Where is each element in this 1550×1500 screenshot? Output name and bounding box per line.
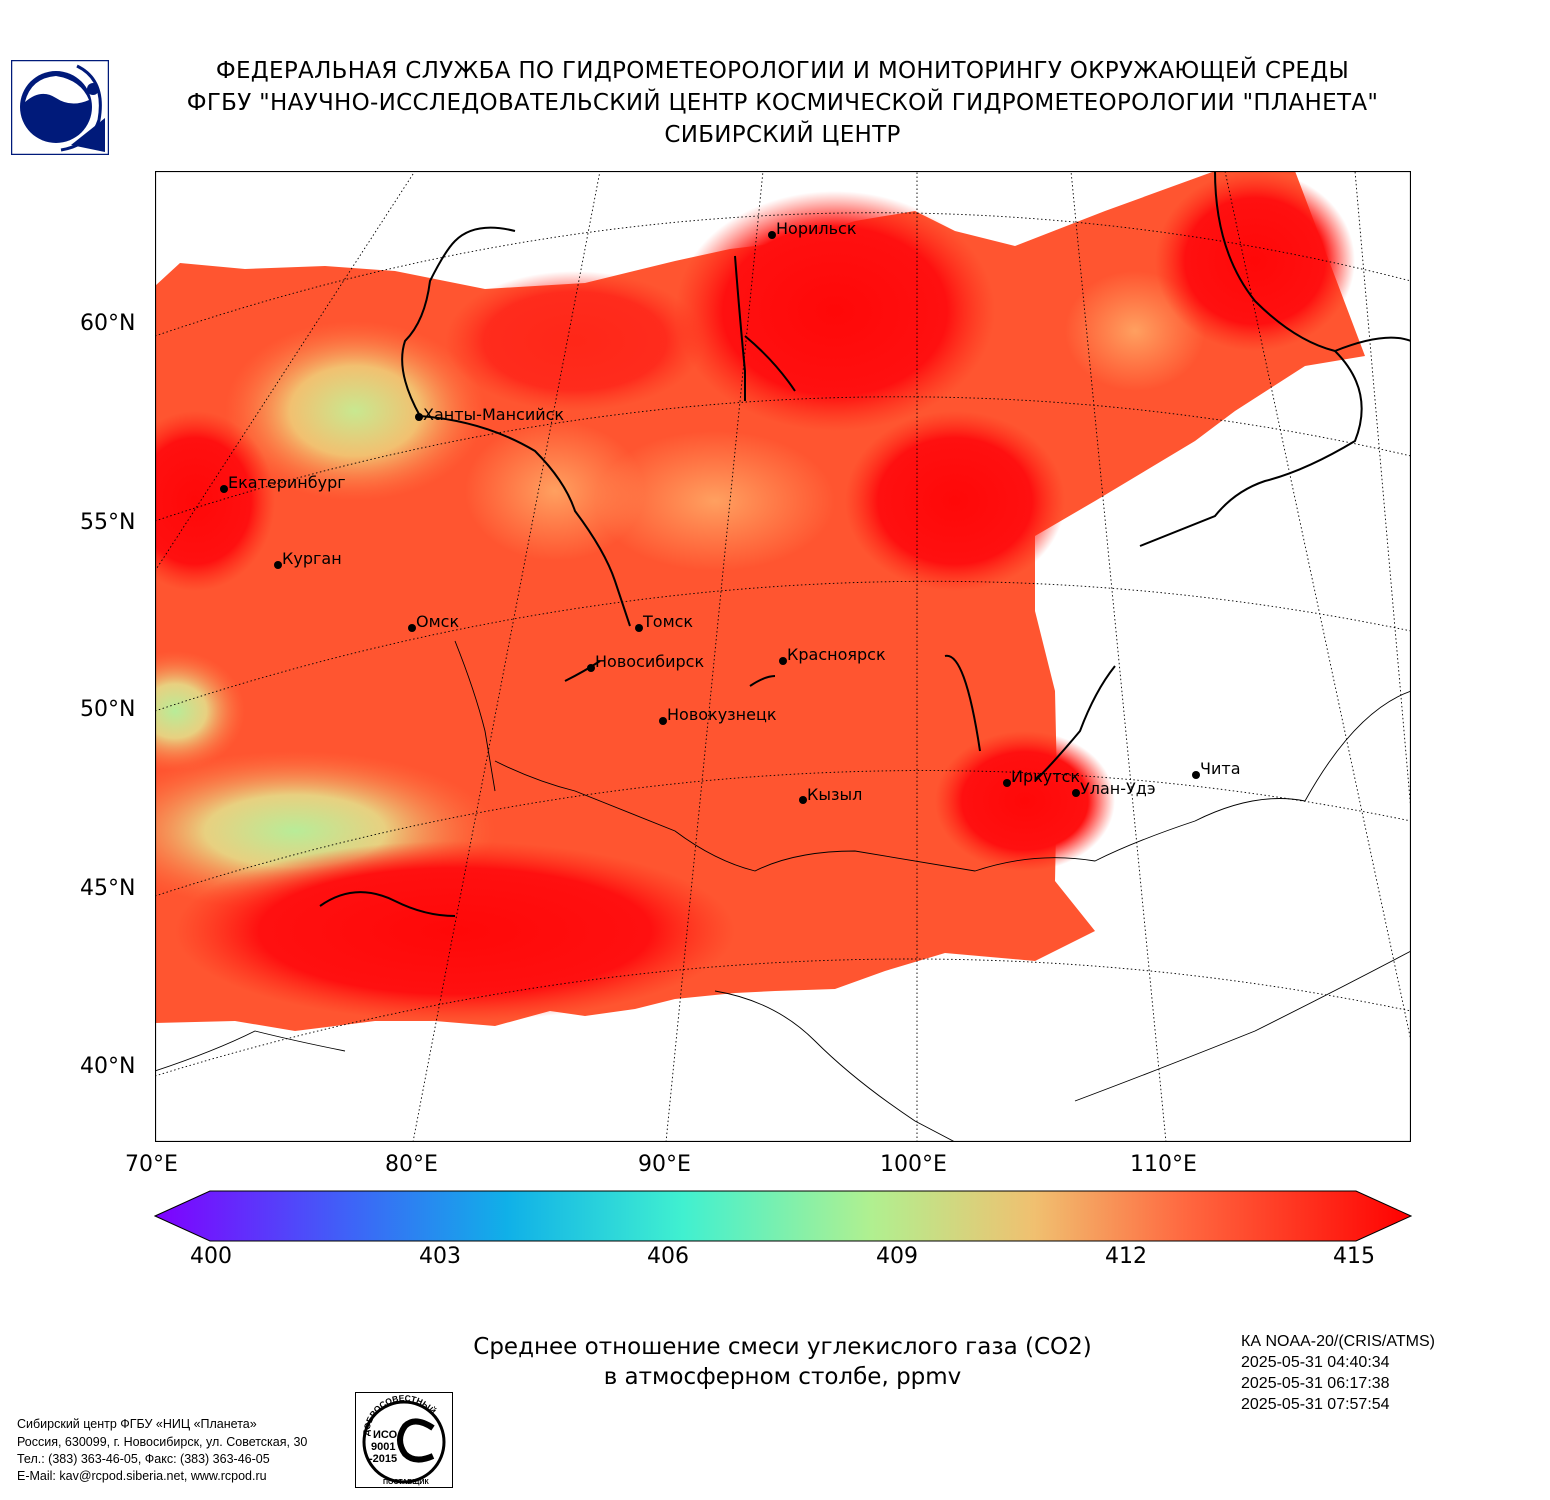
lat-label-60: 60°N: [80, 311, 136, 336]
iso-certification-badge: ДОБРОСОВЕСТНЫЙ ИСО 9001 -2015 ПОСТАВЩИК: [355, 1392, 453, 1488]
lon-label-110: 110°E: [1130, 1152, 1197, 1177]
colorbar-tick-400: 400: [190, 1244, 232, 1269]
lat-label-50: 50°N: [80, 697, 136, 722]
city-label-tomsk: Томск: [642, 612, 693, 631]
contact-address: Россия, 630099, г. Новосибирск, ул. Сове…: [17, 1435, 308, 1449]
badge-line3: -2015: [369, 1453, 397, 1465]
lon-label-80: 80°E: [385, 1152, 438, 1177]
roshydromet-logo: [10, 59, 110, 156]
colorbar-tick-403: 403: [419, 1244, 461, 1269]
header-title-line3: СИБИРСКИЙ ЦЕНТР: [664, 122, 901, 148]
badge-line2: 9001: [371, 1441, 395, 1453]
lon-label-70: 70°E: [125, 1152, 178, 1177]
city-label-kurgan: Курган: [282, 549, 342, 568]
contact-phone: Тел.: (383) 363-46-05, Факс: (383) 363-4…: [17, 1452, 270, 1466]
colorbar-tick-415: 415: [1333, 1244, 1375, 1269]
lon-label-100: 100°E: [880, 1152, 947, 1177]
city-label-novosibirsk: Новосибирск: [595, 652, 704, 671]
lon-label-90: 90°E: [638, 1152, 691, 1177]
contact-org: Сибирский центр ФГБУ «НИЦ «Планета»: [17, 1417, 257, 1431]
colorbar-tick-409: 409: [876, 1244, 918, 1269]
contact-email: E-Mail: kav@rcpod.siberia.net, www.rcpod…: [17, 1469, 267, 1483]
satellite-time-3: 2025-05-31 07:57:54: [1241, 1396, 1390, 1413]
city-label-omsk: Омск: [416, 612, 459, 631]
city-label-khanty-mansiysk: Ханты-Мансийск: [423, 405, 564, 424]
city-label-irkutsk: Иркутск: [1011, 767, 1080, 786]
colorbar-tick-412: 412: [1105, 1244, 1147, 1269]
lat-label-40: 40°N: [80, 1054, 136, 1079]
city-label-ekaterinburg: Екатеринбург: [228, 473, 346, 492]
lat-label-55: 55°N: [80, 510, 136, 535]
city-label-norilsk: Норильск: [776, 219, 857, 238]
badge-line1: ИСО: [373, 1429, 398, 1441]
city-label-krasnoyarsk: Красноярск: [787, 645, 886, 664]
lat-label-45: 45°N: [80, 876, 136, 901]
satellite-time-1: 2025-05-31 04:40:34: [1241, 1354, 1390, 1371]
co2-map: Норильск Ханты-Мансийск Екатеринбург Кур…: [154, 170, 1412, 1143]
satellite-time-2: 2025-05-31 06:17:38: [1241, 1375, 1390, 1392]
badge-arc-bottom: ПОСТАВЩИК: [383, 1479, 429, 1486]
city-markers: [220, 231, 1200, 804]
city-label-kyzyl: Кызыл: [807, 785, 862, 804]
city-label-chita: Чита: [1200, 759, 1241, 778]
header-title-line1: ФЕДЕРАЛЬНАЯ СЛУЖБА ПО ГИДРОМЕТЕОРОЛОГИИ …: [215, 58, 1350, 84]
caption-line1: Среднее отношение смеси углекислого газа…: [473, 1334, 1092, 1360]
city-label-novokuznetsk: Новокузнецк: [667, 705, 777, 724]
colorbar-tick-406: 406: [647, 1244, 689, 1269]
colorbar: [153, 1190, 1413, 1242]
caption-line2: в атмосферном столбе, ppmv: [603, 1364, 962, 1390]
satellite-name: КА NOAA-20/(CRIS/ATMS): [1241, 1333, 1435, 1350]
city-label-ulan-ude: Улан-Удэ: [1080, 779, 1156, 798]
header-title-line2: ФГБУ "НАУЧНО-ИССЛЕДОВАТЕЛЬСКИЙ ЦЕНТР КОС…: [186, 90, 1379, 116]
